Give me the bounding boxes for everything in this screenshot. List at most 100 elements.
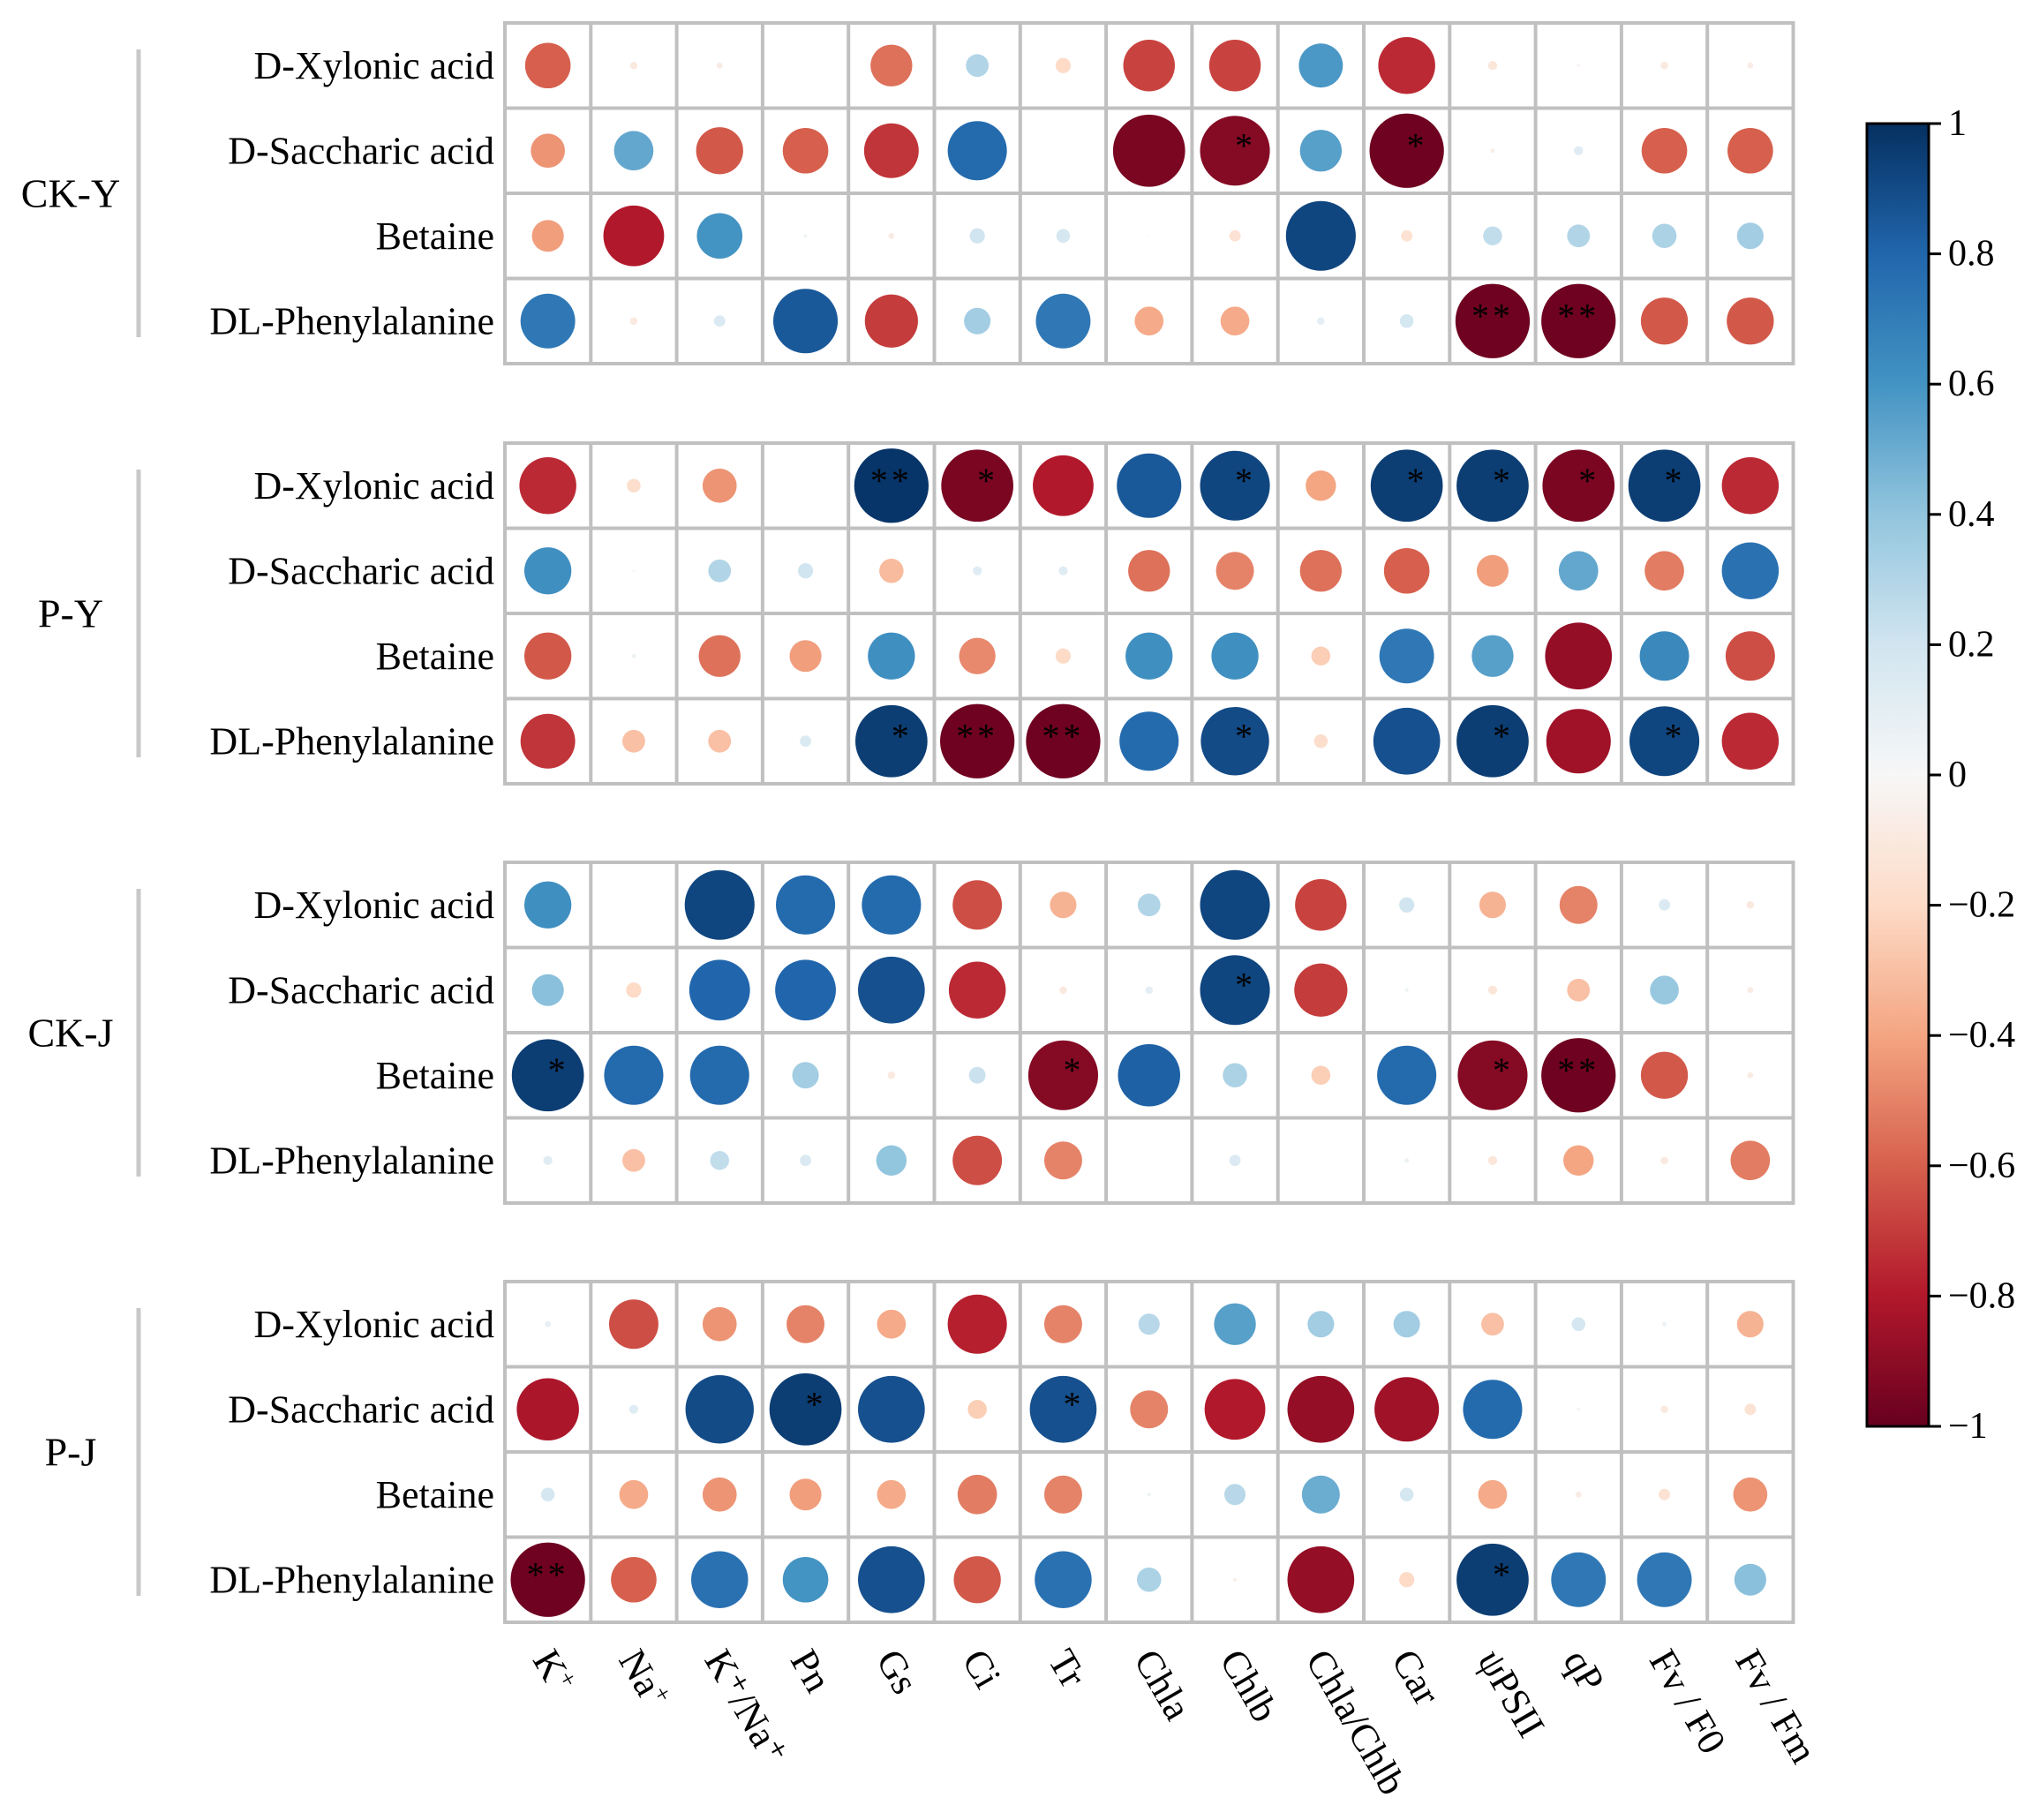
correlation-circle <box>689 959 750 1021</box>
correlation-circle <box>689 1045 749 1105</box>
group-label: P-J <box>45 1430 97 1475</box>
correlation-circle <box>1640 297 1689 345</box>
correlation-circle <box>1399 314 1414 328</box>
significance-star: * <box>1235 125 1256 165</box>
colorbar-tick-label: 0.6 <box>1948 364 1995 404</box>
row-label: DL-Phenylalanine <box>209 719 494 763</box>
column-label-sup: + <box>553 1666 583 1692</box>
row-label: D-Xylonic acid <box>254 1303 494 1346</box>
correlation-circle <box>619 1479 649 1509</box>
significance-star: * <box>892 716 913 756</box>
correlation-circle <box>862 875 922 935</box>
column-label: K⁺/Na⁺ <box>696 1643 796 1772</box>
correlation-circle <box>1730 1140 1771 1181</box>
correlation-circle <box>947 1294 1007 1354</box>
colorbar-tick-label: 0.4 <box>1948 494 1995 535</box>
correlation-circle <box>1295 879 1347 931</box>
correlation-circle <box>1399 1572 1415 1588</box>
correlation-circle <box>696 127 743 175</box>
correlation-circle <box>800 1154 811 1167</box>
colorbar-tick-label: −0.8 <box>1948 1275 2015 1316</box>
significance-star: * <box>806 1384 827 1424</box>
correlation-circle <box>1727 297 1774 345</box>
column-label: Gs <box>868 1643 927 1702</box>
correlation-circle <box>1287 1375 1355 1443</box>
correlation-circle <box>1541 283 1616 358</box>
correlation-circle <box>776 875 836 935</box>
correlation-circle <box>1487 1155 1498 1165</box>
correlation-circle <box>510 1542 585 1617</box>
correlation-circle <box>1059 986 1067 995</box>
column-label: Ci <box>953 1643 1009 1696</box>
row-label: Betaine <box>376 1054 494 1097</box>
correlation-circle <box>631 653 636 658</box>
correlation-circle <box>1299 550 1342 592</box>
column-label: Fv / F0 <box>1641 1643 1735 1762</box>
correlation-circle <box>1558 551 1599 591</box>
row-label: Betaine <box>376 1473 494 1516</box>
colorbar-tick-label: 0.8 <box>1948 234 1995 275</box>
correlation-circle <box>627 478 641 493</box>
correlation-circle <box>1200 707 1269 776</box>
correlation-circle <box>1629 706 1700 777</box>
correlation-circle <box>1734 1563 1766 1596</box>
correlation-circle <box>1307 1311 1335 1338</box>
row-label: Betaine <box>376 635 494 678</box>
correlation-circle <box>1299 130 1342 172</box>
correlation-circle <box>1050 891 1077 919</box>
correlation-circle <box>1379 628 1434 684</box>
correlation-circle <box>1232 1577 1238 1582</box>
column-label: Car <box>1383 1643 1449 1713</box>
correlation-circle <box>1211 632 1259 680</box>
group-label: P-Y <box>38 591 103 636</box>
correlation-circle <box>1571 1317 1585 1331</box>
correlation-circle <box>1118 1043 1181 1107</box>
correlation-circle <box>519 457 576 515</box>
correlation-circle <box>1660 61 1668 70</box>
correlation-circle <box>1747 62 1754 69</box>
correlation-circle <box>1575 1491 1582 1498</box>
correlation-circle <box>604 1045 664 1105</box>
column-label: ψPSII <box>1469 1643 1553 1745</box>
correlation-circle <box>1148 235 1150 237</box>
correlation-circle <box>1747 987 1754 994</box>
correlation-circle <box>1029 1375 1097 1443</box>
correlation-circle <box>613 131 654 171</box>
correlation-circle <box>1027 1040 1099 1110</box>
correlation-circle <box>1644 551 1684 591</box>
correlation-circle <box>713 315 726 327</box>
correlation-circle <box>800 735 811 748</box>
correlation-circle <box>1476 554 1509 587</box>
significance-star: * <box>1493 461 1514 500</box>
correlation-circle <box>1721 457 1780 515</box>
group-label: CK-Y <box>21 171 120 216</box>
correlation-circle <box>1306 470 1336 501</box>
correlation-circle <box>1659 1488 1671 1500</box>
correlation-circle <box>1317 317 1325 326</box>
significance-star: ** <box>1042 716 1084 756</box>
correlation-circle <box>1456 1543 1529 1616</box>
correlation-circle <box>684 869 755 940</box>
correlation-circle <box>691 1551 749 1608</box>
correlation-circle <box>1298 43 1343 88</box>
significance-star: * <box>1063 1384 1084 1424</box>
correlation-circle <box>702 468 737 503</box>
correlation-circle <box>622 729 645 753</box>
row-label: D-Saccharic acid <box>228 549 494 592</box>
significance-star: * <box>977 461 998 500</box>
column-label: Chla <box>1125 1643 1200 1727</box>
correlation-circle <box>1369 113 1444 188</box>
correlation-circle <box>1208 40 1261 92</box>
correlation-circle <box>1487 985 1498 995</box>
correlation-circle <box>1383 547 1430 594</box>
correlation-circle <box>1542 449 1615 523</box>
correlation-circle <box>1200 116 1270 186</box>
row-label: D-Saccharic acid <box>228 1388 494 1431</box>
correlation-circle <box>540 1487 555 1501</box>
correlation-circle <box>1577 64 1580 67</box>
correlation-circle <box>877 1479 907 1509</box>
correlation-circle <box>769 1373 842 1446</box>
correlation-circle <box>1483 226 1502 245</box>
